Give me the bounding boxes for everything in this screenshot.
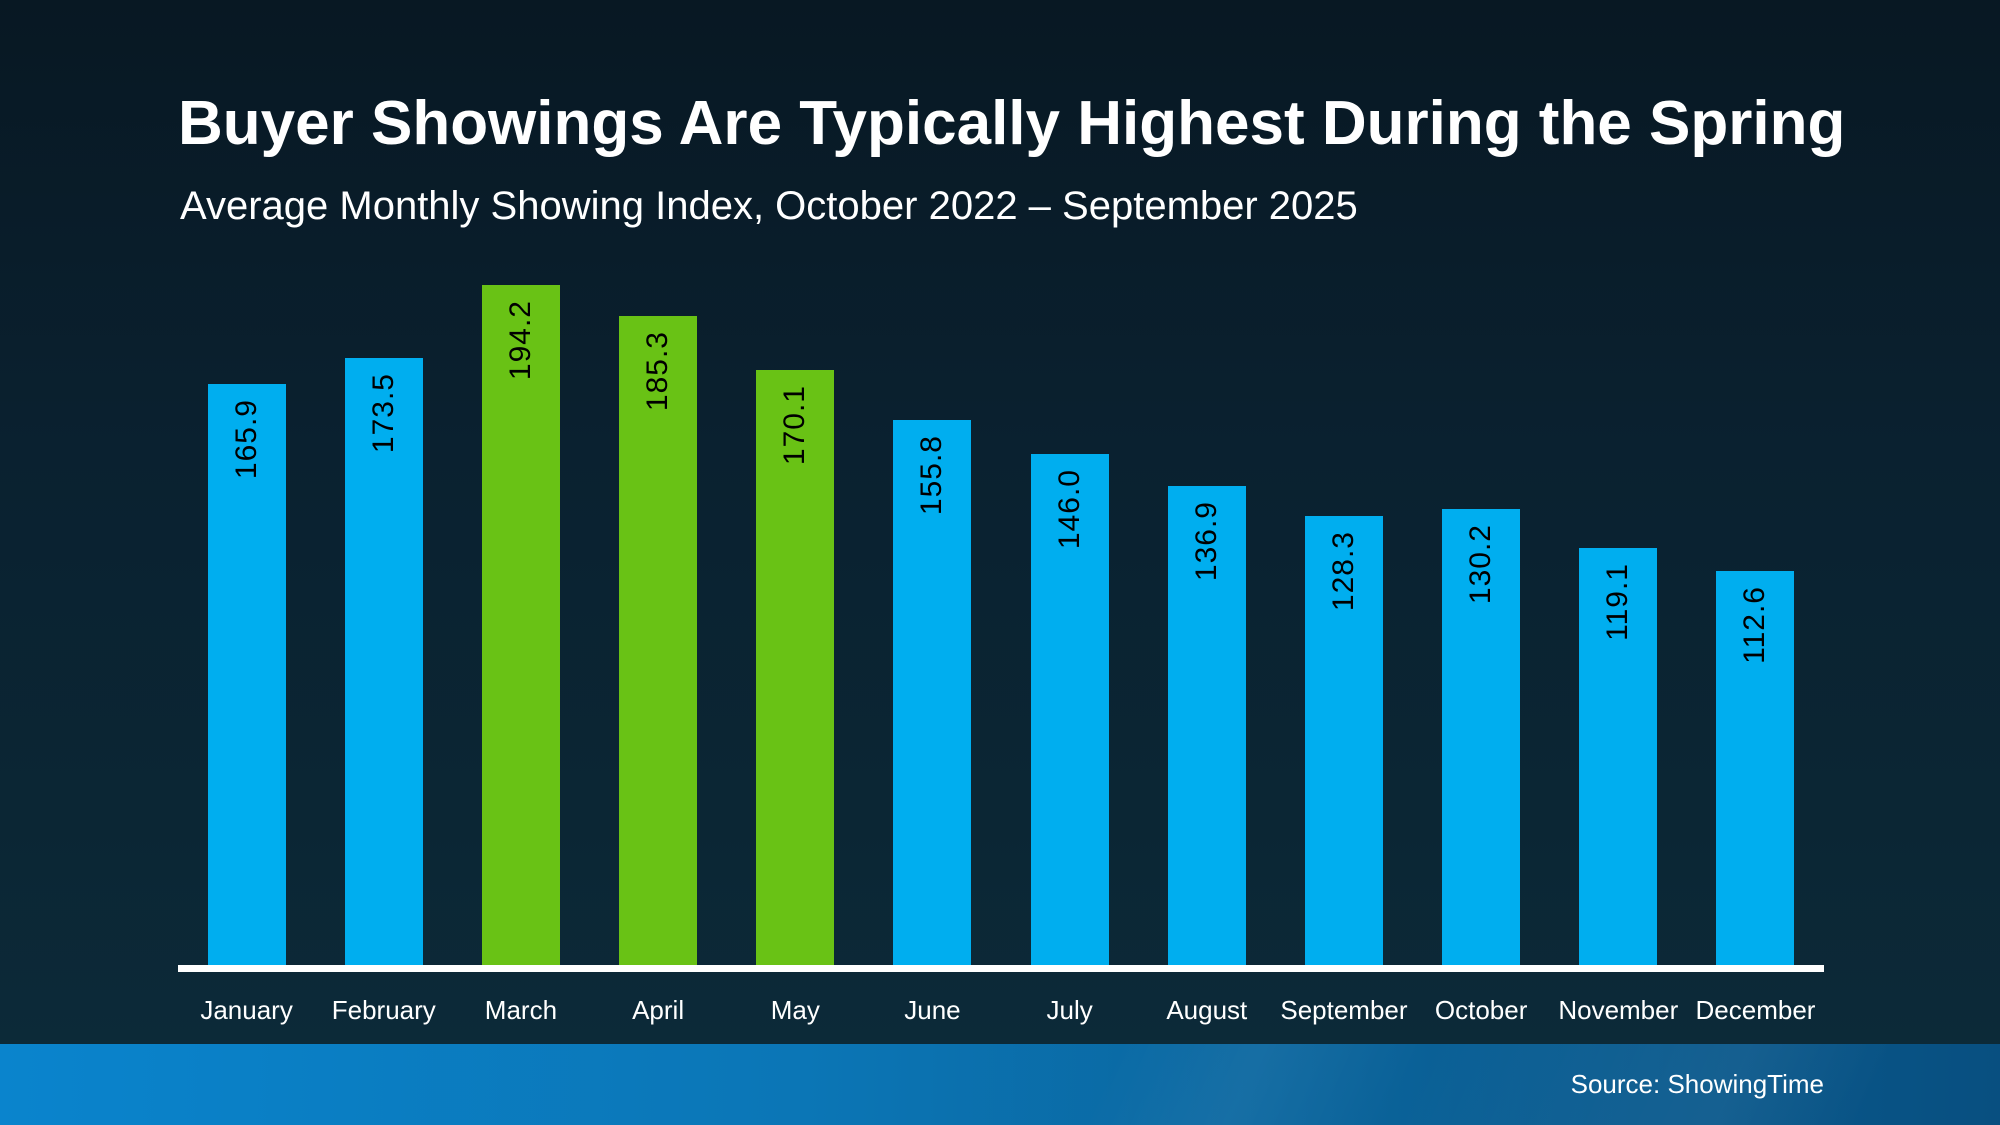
x-axis-label-september: September [1280,995,1408,1025]
bar-slot: 119.1 [1550,265,1687,965]
bar-slot: 146.0 [1001,265,1138,965]
bar-value-label: 185.3 [641,331,675,412]
bar-value-label: 194.2 [503,300,537,381]
bar-value-label: 136.9 [1189,500,1223,581]
bar-may: 170.1 [756,369,835,965]
chart-subtitle: Average Monthly Showing Index, October 2… [180,184,1358,228]
x-axis-label-january: January [200,995,293,1025]
bar-value-label: 128.3 [1326,530,1360,612]
bar-june: 155.8 [893,419,972,965]
bar-slot: 136.9 [1138,265,1275,965]
bar-chart-plot-area: 165.9 173.5 194.2 185.3 170.1 155.8 146.… [178,265,1824,965]
bar-december: 112.6 [1716,570,1795,965]
x-axis-label-december: December [1695,995,1816,1025]
x-axis-labels: January February March April May June July Augu… [178,995,1824,1026]
bar-value-label: 146.0 [1052,469,1086,550]
x-axis-label-february: February [331,995,436,1025]
source-credit: Source: ShowingTime [1570,1069,1824,1099]
x-axis-label-august: August [1166,995,1248,1025]
bar-slot: 170.1 [727,265,864,965]
bar-value-label: 170.1 [778,384,812,465]
bar-value-label: 173.5 [366,372,400,453]
bar-slot: 112.6 [1687,265,1824,965]
bar-august: 136.9 [1167,485,1246,965]
x-axis-label-april: April [632,995,685,1025]
x-axis-label-november: November [1558,995,1679,1025]
bar-january: 165.9 [207,384,286,965]
footer-bar: Source: ShowingTime [0,1044,2000,1125]
x-axis-label-october: October [1434,995,1528,1025]
bar-slot: 165.9 [178,265,315,965]
bar-march: 194.2 [481,285,560,965]
bar-value-label: 165.9 [229,399,263,480]
bar-slot: 128.3 [1275,265,1412,965]
bar-value-label: 130.2 [1464,524,1498,605]
bar-february: 173.5 [344,357,423,965]
bar-value-label: 155.8 [915,434,949,515]
x-axis-label-may: May [770,995,820,1025]
bar-october: 130.2 [1442,509,1521,965]
bar-april: 185.3 [619,316,698,965]
bar-value-label: 119.1 [1601,563,1635,642]
bar-november: 119.1 [1579,548,1658,965]
x-axis-line [178,965,1824,972]
bar-july: 146.0 [1030,454,1109,965]
x-axis-label-march: March [484,995,558,1025]
bar-slot: 130.2 [1413,265,1550,965]
bar-value-label: 112.6 [1738,585,1772,664]
bar-slot: 155.8 [864,265,1001,965]
bar-slot: 173.5 [315,265,452,965]
x-axis-label-july: July [1046,995,1093,1025]
bar-september: 128.3 [1304,515,1383,965]
bar-slot: 194.2 [452,265,589,965]
chart-title: Buyer Showings Are Typically Highest Dur… [178,89,1846,158]
bar-slot: 185.3 [590,265,727,965]
x-axis-label-june: June [904,995,961,1025]
